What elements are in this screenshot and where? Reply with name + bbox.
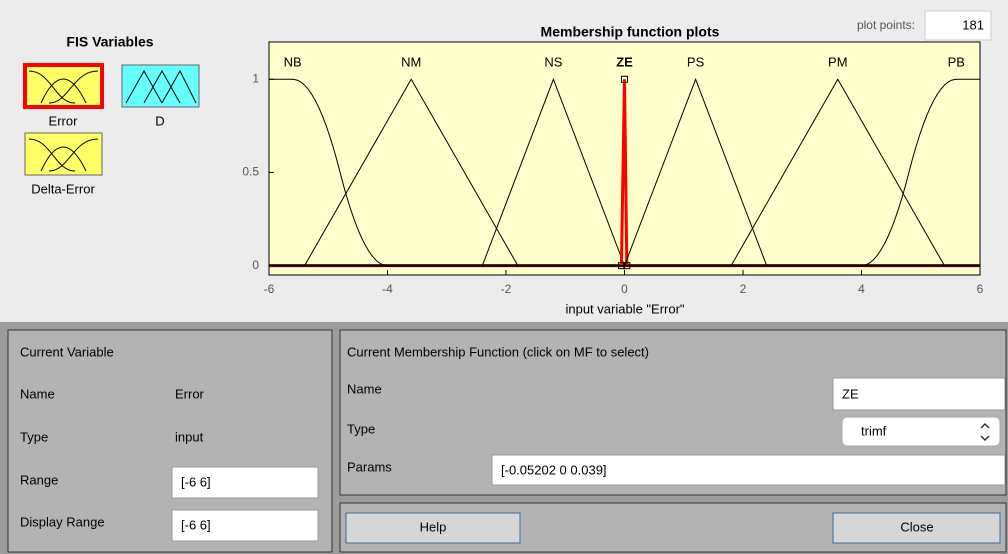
mf-label: NB [284,54,302,69]
mf-curve[interactable] [304,78,519,266]
display-range-value: [-6 6] [181,517,211,532]
label: Name [347,381,382,396]
help-button-label: Help [420,519,447,534]
mf-type-value: trimf [861,423,887,438]
variable-label: Error [49,113,79,128]
fis-variables-title: FIS Variables [66,34,153,50]
x-axis-label: input variable "Error" [565,301,684,316]
plot-points-input[interactable] [924,10,992,41]
mf-curve[interactable] [624,77,768,266]
range-input[interactable] [171,466,319,499]
variables: Error D Delta-Error [23,63,200,196]
mf-label: PS [687,54,705,69]
x-tick-label: -2 [501,282,512,296]
label: Params [347,459,392,474]
variable-label: Delta-Error [31,181,95,196]
value: input [175,429,204,444]
plot: -6 -4 -2 0 2 4 6 0 0.5 1 NB NM NS ZE PS PM PB [242,41,984,296]
mf-label: ZE [616,54,633,69]
panel-title: Current Variable [20,344,114,359]
value: Error [175,386,205,401]
range-value: [-6 6] [181,474,211,489]
x-tick-label: 4 [858,282,865,296]
mf-label: PM [828,54,848,69]
plot-points-value: 181 [962,17,984,32]
mf-type-select[interactable] [841,416,1001,447]
label: Type [20,429,48,444]
mf-params-input[interactable] [491,454,1006,486]
label: Type [347,421,375,436]
label: Name [20,386,55,401]
mf-params-value: [-0.05202 0 0.039] [501,462,607,477]
mf-name-input[interactable] [832,377,1006,411]
select-arrows [980,422,990,442]
mf-curve[interactable] [730,78,945,266]
variable-icon-shape [28,138,99,172]
variable-label: D [155,113,164,128]
mf-curve[interactable] [619,79,629,266]
x-tick-label: 0 [621,282,628,296]
mf-label: NS [544,54,562,69]
panel-title: Current Membership Function (click on MF… [347,344,649,359]
label: Range [20,472,58,487]
display-range-input[interactable] [171,509,319,542]
y-tick-label: 0.5 [242,165,259,179]
plot-points-label: plot points: [857,18,915,32]
help-button[interactable] [345,512,521,544]
plot-title: Membership function plots [541,24,720,40]
close-button-label: Close [900,519,933,534]
close-button[interactable] [832,512,1001,544]
y-tick-label: 1 [252,71,259,85]
x-tick-label: 2 [740,282,747,296]
mf-curve[interactable] [269,78,980,267]
x-tick-label: -6 [264,282,275,296]
x-tick-label: -4 [382,282,393,296]
mf-name-value: ZE [842,386,859,401]
variable-icon[interactable] [24,132,103,176]
mf-label: PB [948,54,965,69]
mf-vertex [621,75,628,83]
x-tick-label: 6 [977,282,984,296]
variable-icon-shape [28,70,99,104]
mf-label: NM [401,54,421,69]
y-tick-label: 0 [252,258,259,272]
label: Display Range [20,514,105,529]
variable-icon[interactable] [23,63,104,109]
variable-icon-shape [125,69,197,104]
mf-curve[interactable] [481,77,625,266]
